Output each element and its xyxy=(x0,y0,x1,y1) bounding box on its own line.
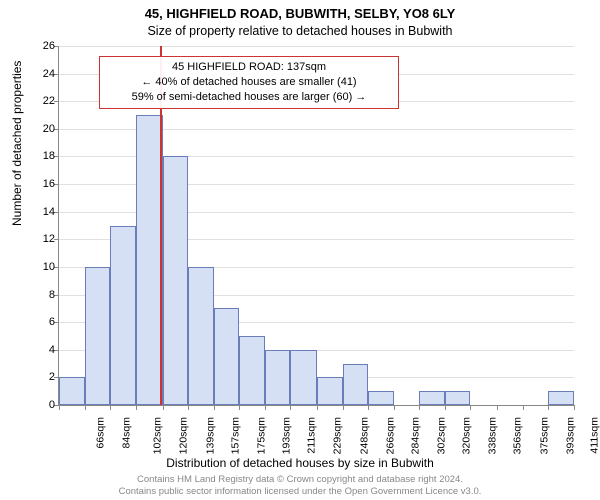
y-tick-label: 22 xyxy=(15,95,55,107)
callout-line-2: ← 40% of detached houses are smaller (41… xyxy=(108,75,390,90)
x-tick-label: 229sqm xyxy=(332,417,344,454)
x-tick-mark xyxy=(59,405,60,410)
x-tick-mark xyxy=(523,405,524,410)
histogram-bar xyxy=(368,391,394,405)
x-tick-label: 320sqm xyxy=(461,417,473,454)
histogram-bar xyxy=(419,391,445,405)
x-tick-label: 66sqm xyxy=(95,417,107,449)
footer-line-2: Contains public sector information licen… xyxy=(0,486,600,498)
x-tick-label: 102sqm xyxy=(151,417,163,454)
x-tick-mark xyxy=(110,405,111,410)
callout-line-3: 59% of semi-detached houses are larger (… xyxy=(108,90,390,105)
x-tick-mark xyxy=(136,405,137,410)
y-tick-label: 8 xyxy=(15,289,55,301)
y-tick-label: 10 xyxy=(15,261,55,273)
x-tick-label: 84sqm xyxy=(120,417,132,449)
histogram-bar xyxy=(239,336,265,405)
x-tick-label: 120sqm xyxy=(177,417,189,454)
y-tick-label: 18 xyxy=(15,150,55,162)
y-tick-label: 12 xyxy=(15,233,55,245)
x-tick-label: 302sqm xyxy=(435,417,447,454)
x-tick-label: 393sqm xyxy=(564,417,576,454)
histogram-bar xyxy=(85,267,111,405)
footer-line-1: Contains HM Land Registry data © Crown c… xyxy=(0,474,600,486)
x-tick-label: 356sqm xyxy=(512,417,524,454)
histogram-bar xyxy=(110,226,136,406)
x-tick-label: 411sqm xyxy=(589,417,600,454)
gridline xyxy=(59,46,574,47)
x-tick-mark xyxy=(317,405,318,410)
footer-text: Contains HM Land Registry data © Crown c… xyxy=(0,474,600,498)
histogram-bar xyxy=(214,308,240,405)
x-tick-mark xyxy=(265,405,266,410)
x-tick-label: 175sqm xyxy=(255,417,267,454)
histogram-bar xyxy=(265,350,291,405)
x-tick-mark xyxy=(497,405,498,410)
y-tick-label: 26 xyxy=(15,40,55,52)
callout-box: 45 HIGHFIELD ROAD: 137sqm ← 40% of detac… xyxy=(99,56,399,109)
x-tick-mark xyxy=(394,405,395,410)
histogram-bar xyxy=(59,377,85,405)
y-tick-label: 2 xyxy=(15,371,55,383)
plot-area: 0246810121416182022242666sqm84sqm102sqm1… xyxy=(58,46,574,406)
histogram-bar xyxy=(548,391,574,405)
histogram-bar xyxy=(290,350,317,405)
y-tick-label: 6 xyxy=(15,316,55,328)
histogram-bar xyxy=(163,156,189,405)
x-tick-mark xyxy=(85,405,86,410)
x-tick-label: 157sqm xyxy=(229,417,241,454)
y-tick-label: 0 xyxy=(15,399,55,411)
x-tick-mark xyxy=(419,405,420,410)
x-tick-label: 266sqm xyxy=(384,417,396,454)
x-tick-label: 338sqm xyxy=(486,417,498,454)
callout-line-1: 45 HIGHFIELD ROAD: 137sqm xyxy=(108,60,390,75)
chart-subtitle: Size of property relative to detached ho… xyxy=(0,24,600,38)
histogram-bar xyxy=(317,377,343,405)
x-tick-mark xyxy=(343,405,344,410)
chart-title: 45, HIGHFIELD ROAD, BUBWITH, SELBY, YO8 … xyxy=(0,6,600,21)
histogram-bar xyxy=(343,364,369,405)
x-tick-mark xyxy=(574,405,575,410)
x-tick-mark xyxy=(214,405,215,410)
x-tick-mark xyxy=(163,405,164,410)
x-tick-label: 248sqm xyxy=(359,417,371,454)
y-axis-label: Number of detached properties xyxy=(10,61,24,226)
x-tick-label: 211sqm xyxy=(305,417,317,454)
x-tick-label: 139sqm xyxy=(204,417,216,454)
x-tick-label: 284sqm xyxy=(410,417,422,454)
x-tick-mark xyxy=(445,405,446,410)
chart-container: 45, HIGHFIELD ROAD, BUBWITH, SELBY, YO8 … xyxy=(0,0,600,500)
histogram-bar xyxy=(188,267,214,405)
y-tick-label: 4 xyxy=(15,344,55,356)
x-tick-mark xyxy=(188,405,189,410)
x-axis-label: Distribution of detached houses by size … xyxy=(0,456,600,470)
histogram-bar xyxy=(445,391,471,405)
x-tick-mark xyxy=(548,405,549,410)
x-tick-mark xyxy=(239,405,240,410)
y-tick-label: 24 xyxy=(15,68,55,80)
y-tick-label: 20 xyxy=(15,123,55,135)
x-tick-label: 375sqm xyxy=(539,417,551,454)
histogram-bar xyxy=(136,115,163,405)
x-tick-mark xyxy=(470,405,471,410)
y-tick-label: 16 xyxy=(15,178,55,190)
y-tick-label: 14 xyxy=(15,206,55,218)
x-tick-mark xyxy=(290,405,291,410)
x-tick-mark xyxy=(368,405,369,410)
x-tick-label: 193sqm xyxy=(281,417,293,454)
